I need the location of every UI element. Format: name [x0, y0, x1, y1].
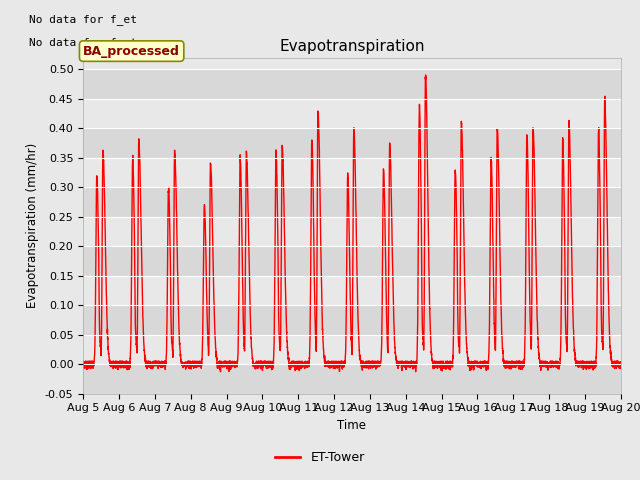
Y-axis label: Evapotranspiration (mm/hr): Evapotranspiration (mm/hr) [26, 143, 39, 308]
Bar [83, 276, 621, 305]
Legend: ET-Tower: ET-Tower [270, 446, 370, 469]
Bar [83, 364, 621, 394]
Text: No data for f_etc: No data for f_etc [29, 37, 144, 48]
Bar [83, 70, 621, 99]
Bar [83, 335, 621, 364]
Bar [83, 305, 621, 335]
X-axis label: Time: Time [337, 419, 367, 432]
Bar [83, 217, 621, 246]
Bar [83, 128, 621, 158]
Bar [83, 187, 621, 217]
Text: BA_processed: BA_processed [83, 45, 180, 58]
Bar [83, 158, 621, 187]
Bar [83, 99, 621, 128]
Title: Evapotranspiration: Evapotranspiration [279, 39, 425, 54]
Bar [83, 246, 621, 276]
Text: No data for f_et: No data for f_et [29, 14, 138, 25]
